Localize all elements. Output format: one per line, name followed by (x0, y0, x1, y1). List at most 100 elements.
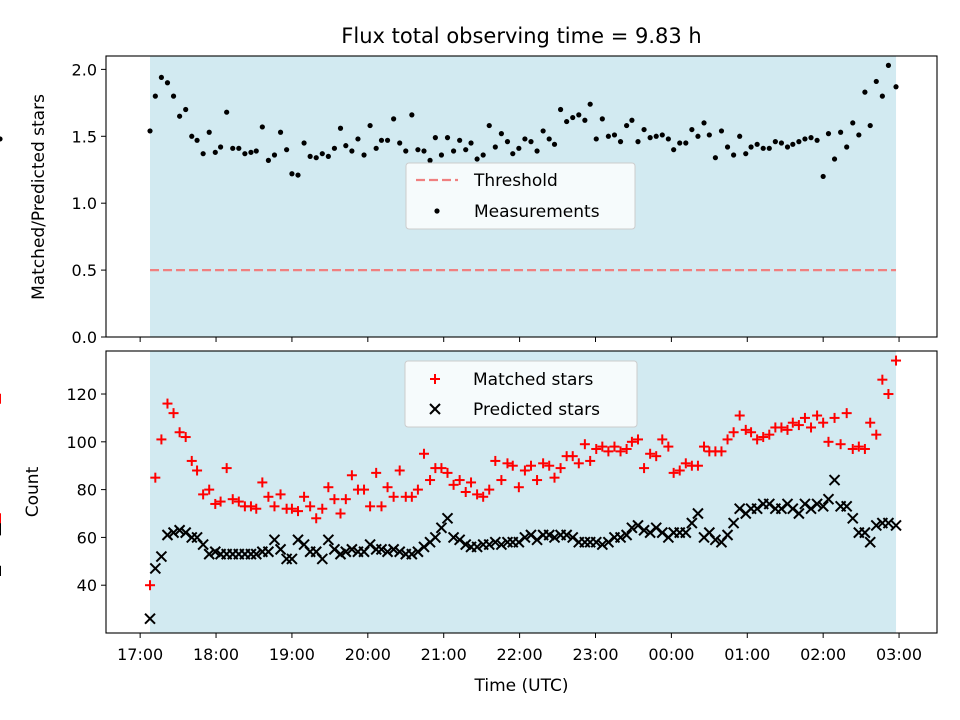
matched-star-point (716, 446, 727, 457)
measurement-point (265, 157, 272, 163)
measurement-point (844, 144, 850, 150)
measurement-point (593, 136, 599, 142)
matched-star-point (674, 465, 685, 476)
measurement-point (683, 140, 689, 146)
measurement-point (164, 80, 171, 86)
measurement-point (689, 126, 695, 133)
matched-star-point (891, 355, 902, 366)
y-tick-label: 40 (77, 576, 97, 595)
measurement-point (624, 122, 630, 129)
matched-star-point (597, 441, 608, 452)
measurement-point (367, 122, 373, 129)
predicted-star-point (548, 531, 561, 544)
measurement-point (289, 171, 295, 177)
predicted-star-point (262, 546, 275, 558)
measurement-point (671, 147, 677, 153)
measurement-points (0, 62, 899, 180)
matched-star-point (573, 458, 584, 469)
measurement-point (724, 144, 731, 150)
matched-star-point (776, 422, 787, 433)
y-tick-label: 1.0 (72, 194, 97, 213)
matched-star-point (609, 441, 620, 452)
predicted-star-point (692, 507, 704, 520)
measurement-point (760, 145, 766, 151)
measurement-point (510, 151, 516, 157)
measurement-point (564, 118, 570, 125)
measurement-point (432, 135, 438, 141)
measurement-point (695, 133, 701, 139)
x-tick-label: 23:00 (572, 645, 618, 664)
matched-star-point (645, 448, 656, 459)
measurement-point (778, 140, 785, 146)
measurement-point (242, 151, 248, 157)
matched-star-point (340, 494, 351, 505)
matched-star-point (823, 436, 834, 447)
x-tick-label: 02:00 (800, 645, 846, 664)
predicted-star-point (340, 546, 352, 558)
matched-star-point (204, 484, 215, 495)
predicted-star-point (840, 500, 853, 513)
x-tick-label: 17:00 (117, 645, 163, 664)
measurement-point (378, 137, 385, 143)
count-y-axis-label: Count (23, 466, 43, 517)
predicted-star-point (590, 536, 602, 548)
matched-star-point (425, 475, 436, 486)
legend-predicted-label: Predicted stars (473, 400, 600, 420)
measurement-point (319, 151, 325, 157)
measurement-point (206, 129, 212, 135)
y-tick-label: 100 (66, 433, 97, 452)
predicted-star-point (870, 519, 882, 532)
matched-star-point (603, 446, 614, 457)
matched-star-point (758, 432, 769, 443)
measurement-point (457, 137, 463, 143)
matched-star-point (752, 434, 763, 445)
matched-star-point (859, 443, 870, 454)
time-x-axis: 17:00 18:00 19:00 20:00 21:00 22:00 23:00 00:00… (117, 633, 922, 664)
measurement-point (629, 117, 635, 123)
matched-star-point (162, 398, 173, 409)
x-tick-label: 20:00 (345, 645, 391, 664)
matched-star-point (829, 412, 840, 423)
y-tick-label: 2.0 (72, 60, 97, 79)
matched-star-point (174, 427, 185, 438)
matched-star-point (519, 465, 530, 476)
matched-star-point (156, 434, 167, 445)
measurement-point (147, 128, 153, 134)
measurement-point (546, 136, 552, 142)
predicted-star-point (495, 538, 508, 551)
predicted-star-point (811, 498, 823, 510)
measurement-point (731, 152, 737, 158)
measurement-point (438, 152, 445, 158)
predicted-star-point (709, 534, 722, 546)
measurement-point (194, 137, 200, 143)
matched-star-point (299, 491, 310, 502)
matched-star-point (251, 503, 262, 514)
predicted-star-point (197, 538, 209, 551)
matched-star-point (269, 501, 280, 512)
matched-star-point (180, 432, 191, 443)
matched-star-point (782, 424, 793, 435)
measurement-point (766, 145, 772, 151)
matched-star-point (496, 475, 507, 486)
matched-star-point (591, 443, 602, 454)
matched-star-point (460, 487, 471, 497)
measurement-point (504, 139, 511, 145)
ratio-panel: 0.00.51.01.52.0 Matched/Predicted stars … (0, 55, 938, 347)
matched-star-point (490, 455, 501, 466)
measurement-point (718, 128, 725, 134)
measurement-point (522, 136, 528, 142)
predicted-star-point (149, 562, 162, 575)
matched-star-point (680, 458, 691, 469)
matched-star-point (376, 501, 387, 512)
ratio-panel-frame (105, 55, 938, 338)
measurement-point (528, 139, 534, 145)
predicted-star-point (167, 526, 180, 539)
predicted-star-point (483, 538, 495, 551)
matched-star-point (812, 410, 823, 421)
measurement-point (712, 155, 719, 161)
predicted-star-point (155, 550, 168, 563)
ratio-y-axis-label: Matched/Predicted stars (29, 94, 49, 300)
measurement-point (343, 143, 349, 149)
predicted-star-point (882, 517, 895, 529)
measurement-point (617, 139, 624, 145)
